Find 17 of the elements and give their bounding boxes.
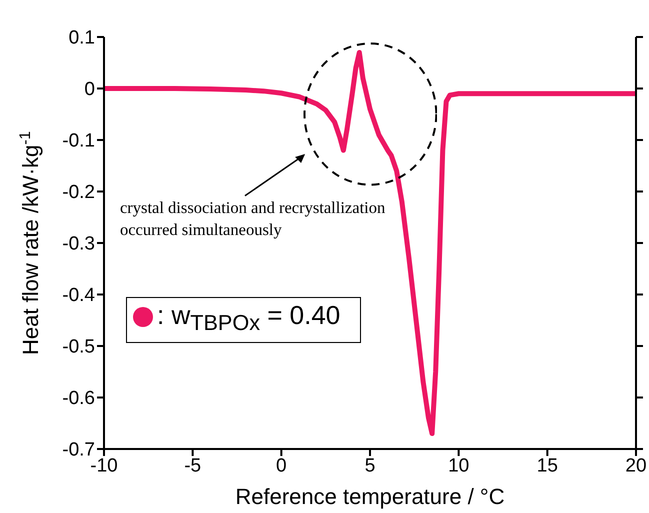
x-tick-label: 20 bbox=[625, 455, 647, 476]
x-tick-label: 0 bbox=[276, 455, 287, 476]
legend-label: : w$_{TBPOx}$ = 0.40 bbox=[157, 300, 340, 336]
y-tick-label: -0.2 bbox=[62, 182, 95, 204]
y-tick-label: -0.1 bbox=[62, 130, 95, 152]
y-tick-label: -0.5 bbox=[62, 336, 95, 358]
y-tick-label: -0.3 bbox=[62, 234, 95, 255]
y-tick-label: -0.6 bbox=[62, 388, 95, 410]
x-tick-label: 10 bbox=[448, 455, 470, 476]
y-tick-label: 0 bbox=[84, 79, 95, 100]
y-tick-label: -0.4 bbox=[62, 285, 96, 306]
y-tick-label: 0.1 bbox=[68, 28, 95, 49]
annotation: crystal dissociation and recrystallization occurred simultaneously bbox=[120, 196, 386, 241]
x-tick-label: 15 bbox=[536, 455, 558, 476]
x-tick-label: 5 bbox=[364, 455, 376, 476]
x-axis-title: Reference temperature / °C bbox=[235, 484, 505, 509]
x-tick-label: -5 bbox=[184, 455, 202, 476]
